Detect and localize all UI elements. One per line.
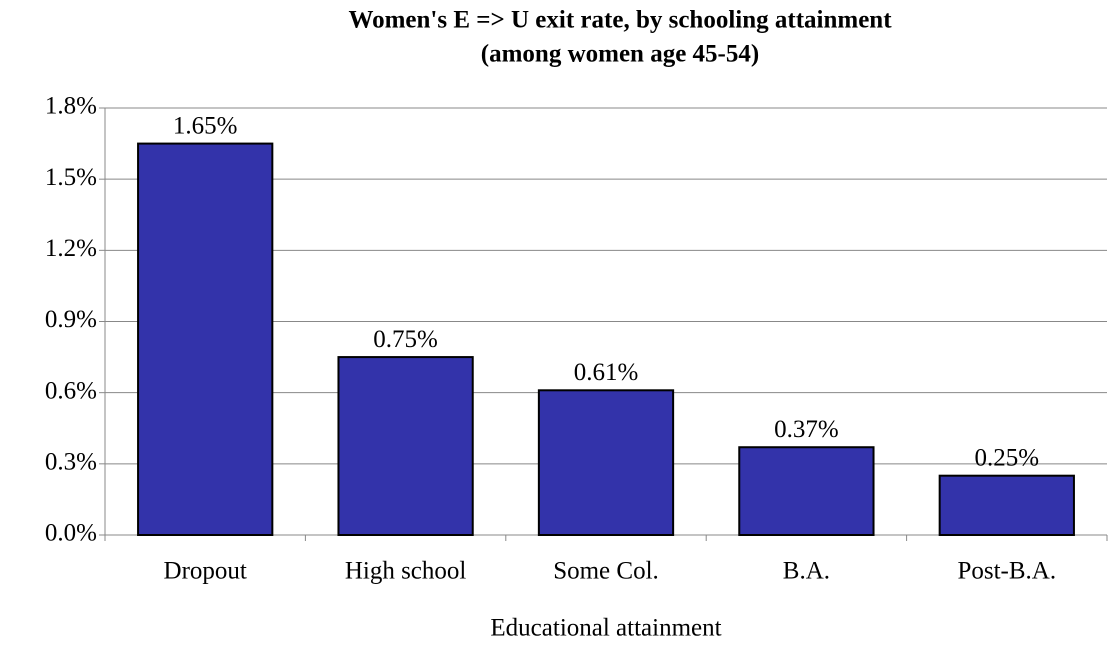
chart-subtitle: (among women age 45-54) xyxy=(481,41,759,68)
value-label: 0.61% xyxy=(574,359,639,386)
x-tick-label: High school xyxy=(345,558,467,585)
value-label: 0.37% xyxy=(774,416,839,443)
x-tick-label: B.A. xyxy=(783,558,830,585)
value-label: 0.75% xyxy=(373,326,438,353)
chart-title: Women's E => U exit rate, by schooling a… xyxy=(348,7,892,34)
y-tick-label: 0.6% xyxy=(45,377,97,404)
y-tick-label: 0.3% xyxy=(45,449,97,476)
x-axis-label: Educational attainment xyxy=(490,615,721,642)
bar xyxy=(337,356,474,537)
x-tick-label: Some Col. xyxy=(553,558,659,585)
bar xyxy=(738,446,875,537)
y-tick-label: 1.2% xyxy=(45,235,97,262)
bar xyxy=(537,389,675,536)
y-tick-label: 1.5% xyxy=(45,164,97,191)
x-tick-label: Post-B.A. xyxy=(957,558,1056,585)
bar xyxy=(938,474,1075,537)
y-tick-label: 0.9% xyxy=(45,306,97,333)
y-tick-label: 0.0% xyxy=(45,520,97,547)
y-tick-label: 1.8% xyxy=(45,93,97,120)
value-label: 1.65% xyxy=(173,112,238,139)
bar xyxy=(137,142,274,536)
value-label: 0.25% xyxy=(975,444,1040,471)
x-tick-label: Dropout xyxy=(164,558,247,585)
